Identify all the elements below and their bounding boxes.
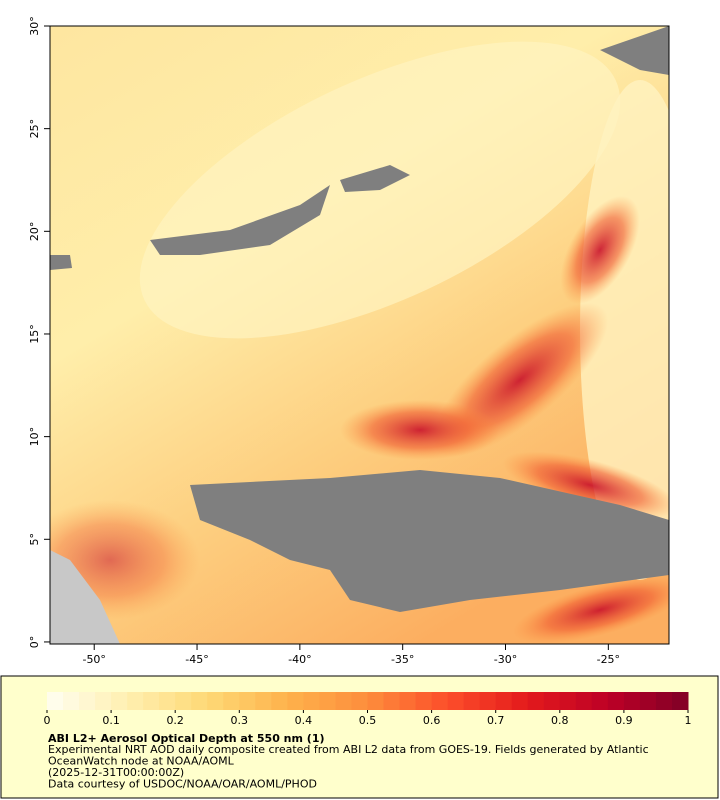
- colorbar-tick-label: 0.5: [359, 714, 377, 727]
- colorbar-tick-label: 0.2: [166, 714, 184, 727]
- y-tick-label: 20°: [28, 222, 41, 242]
- colorbar-tick-label: 0: [44, 714, 51, 727]
- colorbar-step: [479, 692, 497, 710]
- colorbar-tick-label: 0.1: [102, 714, 120, 727]
- colorbar-step: [367, 692, 385, 710]
- x-tick-label: -45°: [185, 653, 208, 666]
- colorbar-step: [559, 692, 577, 710]
- colorbar-step: [623, 692, 641, 710]
- colorbar-step: [543, 692, 561, 710]
- colorbar-step: [495, 692, 513, 710]
- y-tick-label: 25°: [28, 119, 41, 139]
- colorbar-step: [383, 692, 401, 710]
- colorbar-step: [655, 692, 673, 710]
- legend-line: (2025-12-31T00:00:00Z): [48, 766, 184, 779]
- colorbar-step: [127, 692, 144, 710]
- colorbar-step: [447, 692, 465, 710]
- colorbar-step: [575, 692, 593, 710]
- legend-line: Experimental NRT AOD daily composite cre…: [48, 743, 649, 756]
- colorbar-step: [271, 692, 288, 710]
- colorbar-step: [47, 692, 64, 710]
- map-frame: [49, 25, 670, 645]
- x-tick-label: -40°: [288, 653, 311, 666]
- colorbar-tick-label: 0.4: [295, 714, 313, 727]
- y-tick-label: 10°: [28, 427, 41, 447]
- y-tick-label: 0°: [28, 636, 41, 649]
- colorbar-step: [671, 692, 689, 710]
- colorbar-step: [591, 692, 609, 710]
- colorbar-step: [159, 692, 176, 710]
- colorbar-step: [223, 692, 240, 710]
- aod-raster: [50, 26, 669, 644]
- colorbar-step: [463, 692, 481, 710]
- colorbar-step: [639, 692, 657, 710]
- colorbar-step: [111, 692, 128, 710]
- colorbar-step: [399, 692, 417, 710]
- y-tick-label: 5°: [28, 533, 41, 546]
- colorbar-step: [175, 692, 192, 710]
- colorbar-tick-label: 1: [685, 714, 692, 727]
- colorbar-step: [287, 692, 304, 710]
- colorbar-step: [95, 692, 112, 710]
- colorbar-tick-label: 0.3: [231, 714, 249, 727]
- colorbar-step: [79, 692, 96, 710]
- colorbar-step: [303, 692, 320, 710]
- colorbar-step: [511, 692, 529, 710]
- colorbar-step: [207, 692, 224, 710]
- colorbar-step: [239, 692, 256, 710]
- colorbar-step: [431, 692, 449, 710]
- x-tick-label: -25°: [597, 653, 620, 666]
- colorbar-tick-label: 0.7: [487, 714, 505, 727]
- colorbar-step: [351, 692, 368, 710]
- legend-title: ABI L2+ Aerosol Optical Depth at 550 nm …: [48, 732, 325, 745]
- colorbar-step: [415, 692, 433, 710]
- legend-line: OceanWatch node at NOAA/AOML: [48, 755, 235, 768]
- x-tick-label: -30°: [494, 653, 517, 666]
- colorbar-step: [607, 692, 625, 710]
- colorbar-step: [63, 692, 80, 710]
- y-tick-label: 15°: [28, 324, 41, 344]
- colorbar-step: [527, 692, 545, 710]
- colorbar-step: [335, 692, 352, 710]
- colorbar-step: [191, 692, 208, 710]
- x-tick-label: -50°: [82, 653, 105, 666]
- colorbar-tick-label: 0.6: [423, 714, 441, 727]
- colorbar-step: [319, 692, 336, 710]
- colorbar-step: [143, 692, 160, 710]
- y-tick-label: 30°: [28, 16, 41, 36]
- colorbar-step: [255, 692, 272, 710]
- x-tick-label: -35°: [391, 653, 414, 666]
- colorbar-tick-label: 0.9: [615, 714, 633, 727]
- colorbar-tick-label: 0.8: [551, 714, 569, 727]
- legend-line: Data courtesy of USDOC/NOAA/OAR/AOML/PHO…: [48, 778, 317, 791]
